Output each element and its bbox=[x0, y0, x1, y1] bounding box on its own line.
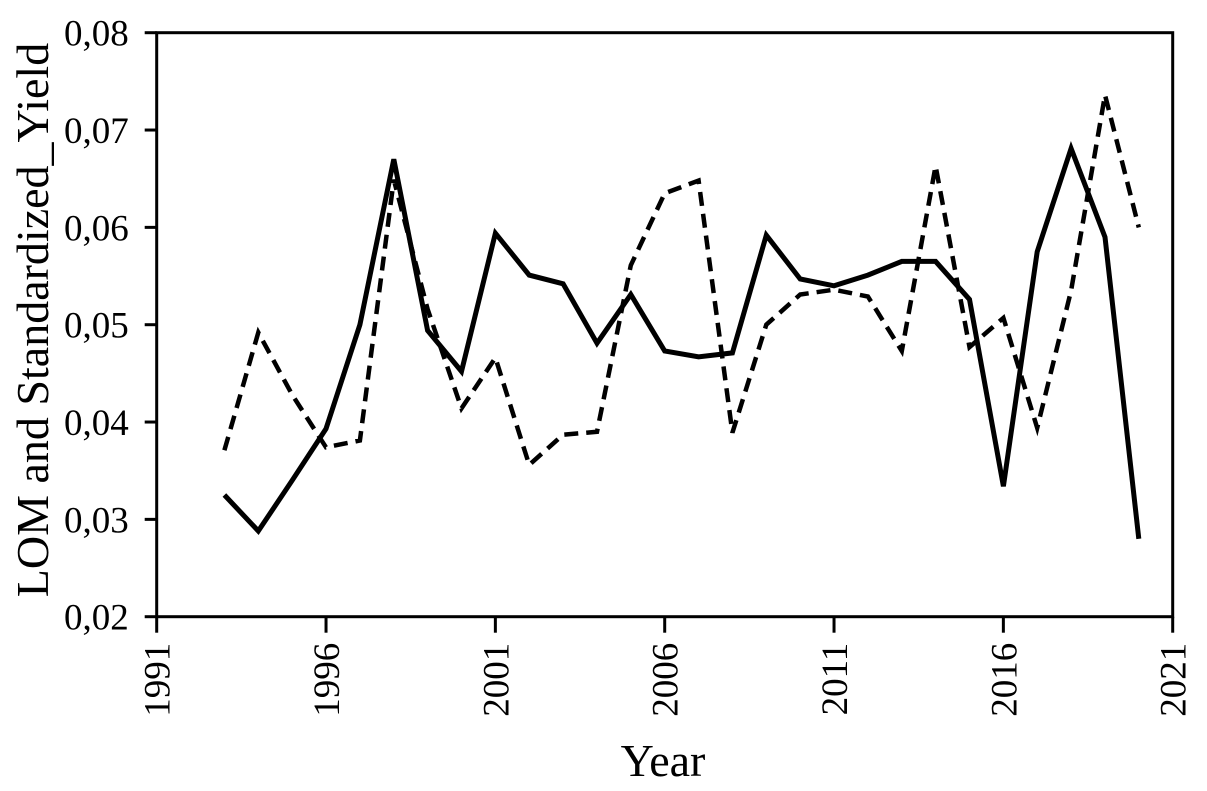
plot-area: 0,02 0,03 0,04 0,05 0,06 0,07 0,08 1991 1996 2001… bbox=[64, 14, 1195, 717]
y-tick-label: 0,08 bbox=[64, 14, 129, 55]
x-tick-label: 2016 bbox=[984, 643, 1025, 717]
x-tick-label: 1991 bbox=[138, 643, 179, 717]
y-tick-label: 0,02 bbox=[64, 598, 129, 639]
x-tick-label: 2006 bbox=[646, 643, 687, 717]
x-tick-label: 2011 bbox=[815, 643, 856, 716]
y-tick-label: 0,06 bbox=[64, 208, 129, 249]
x-axis-title: Year bbox=[621, 735, 706, 786]
y-axis-title: LOM and Standardized_Yield bbox=[7, 43, 58, 597]
x-tick-label: 1996 bbox=[307, 643, 348, 717]
solid-line-series bbox=[222, 141, 1142, 540]
y-tick-label: 0,03 bbox=[64, 500, 129, 541]
y-tick-label: 0,04 bbox=[64, 403, 129, 444]
x-tick-label: 2021 bbox=[1154, 643, 1195, 717]
y-tick-label: 0,05 bbox=[64, 306, 129, 347]
y-tick-label: 0,07 bbox=[64, 111, 129, 152]
dashed-line-series bbox=[222, 94, 1141, 469]
x-tick-label: 2001 bbox=[476, 643, 517, 717]
axis-frame bbox=[155, 31, 1175, 619]
